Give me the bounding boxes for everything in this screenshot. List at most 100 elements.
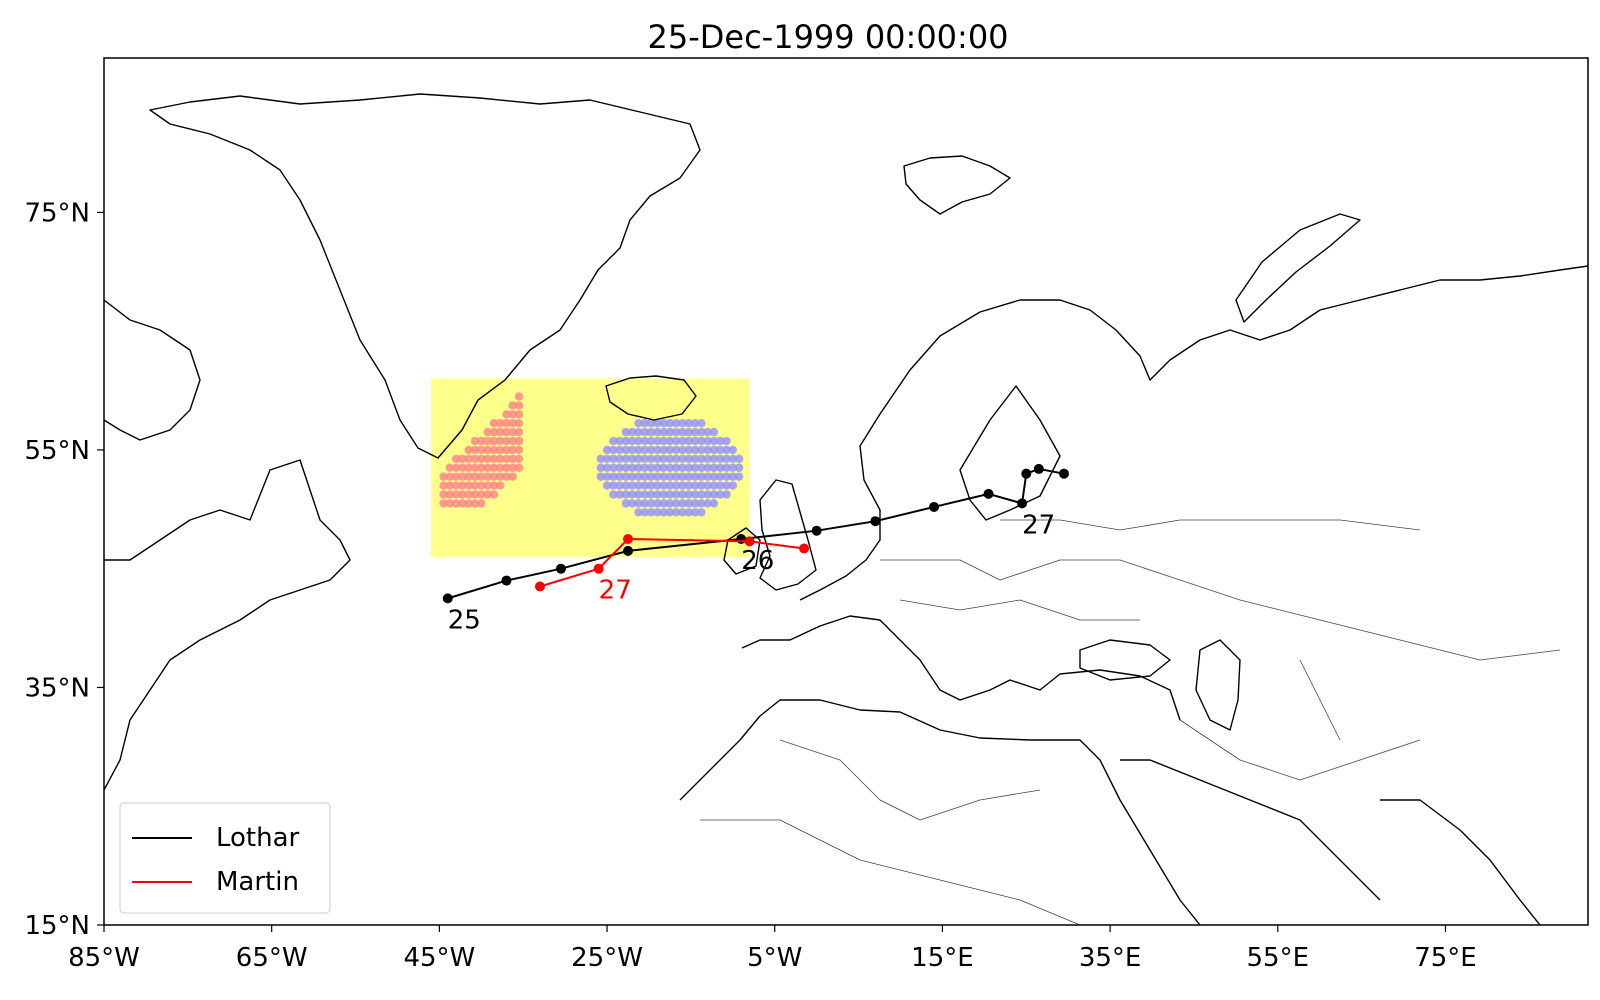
red-cluster-cell	[514, 463, 524, 472]
blue-cluster-cell	[678, 472, 687, 481]
blue-cluster-cell	[690, 463, 700, 472]
blue-cluster-cell	[634, 499, 643, 508]
blue-cluster-cell	[703, 445, 712, 455]
red-cluster-cell	[502, 436, 511, 446]
red-cluster-cell	[477, 445, 486, 455]
blue-cluster-cell	[709, 490, 719, 499]
blue-cluster-cell	[596, 472, 605, 481]
lat-tick-label: 75°N	[24, 198, 90, 228]
blue-cluster-cell	[665, 499, 675, 508]
blue-cluster-cell	[653, 472, 662, 481]
blue-cluster-cell	[722, 490, 731, 499]
martin-track: 27	[534, 534, 810, 606]
red-cluster-cell	[477, 463, 486, 472]
blue-cluster-cell	[646, 436, 656, 446]
blue-cluster-cell	[678, 499, 687, 508]
blue-cluster-cell	[653, 436, 662, 446]
blue-cluster-cell	[646, 445, 656, 455]
blue-cluster-cell	[665, 454, 675, 464]
blue-cluster-cell	[716, 454, 725, 464]
blue-cluster-cell	[621, 445, 631, 455]
red-cluster-cell	[464, 499, 473, 508]
lon-tick-label: 55°E	[1247, 943, 1310, 973]
red-cluster-cell	[483, 427, 492, 437]
red-cluster-cell	[508, 445, 517, 455]
blue-cluster-cell	[634, 463, 643, 472]
red-cluster-cell	[451, 499, 461, 508]
blue-cluster-cell	[609, 445, 618, 455]
lothar-track-point	[1021, 468, 1032, 479]
map-frame	[103, 57, 1589, 926]
lothar-track-point	[1033, 463, 1044, 474]
red-cluster-cell	[514, 427, 524, 437]
red-cluster-cell	[458, 454, 467, 464]
blue-cluster-cell	[640, 463, 649, 472]
red-cluster-cell	[495, 445, 505, 455]
blue-cluster-cell	[709, 445, 719, 455]
red-cluster-cell	[470, 499, 480, 508]
blue-cluster-cell	[690, 445, 700, 455]
martin-date-label: 27	[599, 576, 632, 606]
lat-tick-label: 15°N	[24, 911, 90, 941]
lothar-track-point	[442, 593, 453, 604]
red-cluster-cell	[464, 490, 473, 499]
legend-lothar-label: Lothar	[216, 823, 300, 853]
south-asia-coastline	[1380, 799, 1541, 925]
lon-tick-label: 5°W	[747, 943, 802, 973]
blue-cluster-cell	[596, 463, 605, 472]
blue-cluster-cell	[646, 427, 656, 437]
arabia-coastline	[1120, 759, 1381, 901]
red-cluster-cell	[495, 419, 505, 428]
blue-cluster-cell	[678, 463, 687, 472]
lat-tick-label: 35°N	[24, 673, 90, 703]
blue-cluster-cell	[640, 481, 649, 490]
blue-cluster-cell	[722, 481, 731, 490]
blue-cluster-cell	[653, 427, 662, 437]
blue-cluster	[596, 419, 744, 517]
eurasia-coastline	[799, 265, 1588, 601]
lon-tick-label: 75°E	[1414, 943, 1477, 973]
blue-cluster-cell	[684, 427, 693, 437]
red-cluster-cell	[514, 445, 524, 455]
red-cluster-cell	[439, 490, 448, 499]
blue-cluster-cell	[728, 463, 738, 472]
blue-cluster-cell	[697, 454, 706, 464]
blue-cluster-cell	[697, 508, 706, 517]
red-cluster-cell	[489, 436, 499, 446]
red-cluster-cell	[458, 481, 467, 490]
blue-cluster-cell	[684, 472, 693, 481]
blue-cluster-cell	[690, 427, 700, 437]
red-cluster-cell	[495, 436, 505, 446]
lothar-track-point	[623, 545, 634, 556]
blue-cluster-cell	[653, 463, 662, 472]
red-cluster-cell	[477, 499, 486, 508]
blue-cluster-cell	[653, 481, 662, 490]
red-cluster-cell	[470, 490, 480, 499]
blue-cluster-cell	[615, 481, 624, 490]
red-cluster-cell	[439, 472, 448, 481]
red-cluster-cell	[477, 472, 486, 481]
blue-cluster-cell	[697, 419, 706, 428]
martin-track-point	[799, 543, 810, 554]
red-cluster-cell	[495, 472, 505, 481]
blue-cluster-cell	[665, 472, 675, 481]
lon-tick-label: 85°W	[68, 943, 140, 973]
north-america-coastline	[104, 459, 351, 791]
legend: Lothar Martin	[119, 802, 331, 914]
greenland-coastline	[149, 93, 701, 459]
blue-cluster-cell	[615, 463, 624, 472]
blue-cluster-cell	[734, 463, 744, 472]
blue-cluster-cell	[609, 454, 618, 464]
red-cluster	[439, 392, 524, 508]
blue-cluster-cell	[690, 499, 700, 508]
blue-cluster-cell	[703, 490, 712, 499]
blue-cluster-cell	[615, 472, 624, 481]
blue-cluster-cell	[722, 454, 731, 464]
blue-cluster-cell	[634, 445, 643, 455]
blue-cluster-cell	[678, 427, 687, 437]
blue-cluster-cell	[621, 454, 631, 464]
blue-cluster-cell	[728, 454, 738, 464]
blue-cluster-cell	[634, 472, 643, 481]
blue-cluster-cell	[716, 436, 725, 446]
blue-cluster-cell	[672, 436, 681, 446]
